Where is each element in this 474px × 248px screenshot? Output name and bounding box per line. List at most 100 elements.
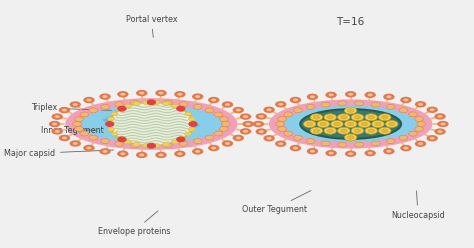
Circle shape <box>278 142 283 145</box>
Circle shape <box>70 101 81 108</box>
Circle shape <box>307 93 318 100</box>
Circle shape <box>313 129 319 132</box>
Polygon shape <box>326 121 351 130</box>
Circle shape <box>400 97 411 103</box>
Circle shape <box>276 122 284 126</box>
Circle shape <box>188 117 195 121</box>
Circle shape <box>320 122 327 126</box>
Circle shape <box>179 136 186 140</box>
Circle shape <box>143 100 150 104</box>
Polygon shape <box>152 118 187 130</box>
Circle shape <box>233 107 244 113</box>
Circle shape <box>310 127 323 134</box>
Polygon shape <box>350 118 386 130</box>
Circle shape <box>124 140 131 144</box>
Circle shape <box>345 121 357 127</box>
Circle shape <box>290 145 301 151</box>
Circle shape <box>256 123 261 125</box>
Circle shape <box>219 126 228 131</box>
Circle shape <box>382 116 388 119</box>
Circle shape <box>434 128 446 135</box>
Circle shape <box>386 139 395 144</box>
Circle shape <box>284 112 292 117</box>
Circle shape <box>222 101 233 108</box>
Circle shape <box>130 100 139 105</box>
Circle shape <box>409 112 418 117</box>
Circle shape <box>118 106 126 111</box>
Circle shape <box>55 115 60 118</box>
Circle shape <box>108 117 114 121</box>
Circle shape <box>415 141 426 147</box>
Circle shape <box>310 114 323 121</box>
Circle shape <box>243 115 248 118</box>
Circle shape <box>440 123 446 125</box>
Circle shape <box>143 144 150 148</box>
Circle shape <box>49 121 60 127</box>
Circle shape <box>100 139 109 144</box>
Text: Triplex: Triplex <box>31 103 111 113</box>
Circle shape <box>100 93 111 100</box>
Circle shape <box>386 95 392 98</box>
Circle shape <box>59 107 70 113</box>
Circle shape <box>59 135 70 141</box>
Circle shape <box>345 134 357 141</box>
Circle shape <box>155 152 167 158</box>
Polygon shape <box>304 116 338 127</box>
Circle shape <box>317 121 329 127</box>
Circle shape <box>338 101 346 106</box>
Text: Outer Tegument: Outer Tegument <box>242 191 311 214</box>
Circle shape <box>434 113 446 120</box>
Circle shape <box>341 116 347 119</box>
Circle shape <box>264 135 275 141</box>
Circle shape <box>383 148 394 155</box>
Polygon shape <box>366 121 397 131</box>
Circle shape <box>313 116 319 119</box>
Circle shape <box>417 122 426 126</box>
Circle shape <box>379 127 391 134</box>
Circle shape <box>73 142 78 145</box>
Circle shape <box>62 109 67 112</box>
Polygon shape <box>126 122 151 130</box>
Circle shape <box>399 108 408 113</box>
Circle shape <box>365 114 377 121</box>
Circle shape <box>86 147 91 150</box>
Circle shape <box>102 150 108 153</box>
Circle shape <box>438 115 443 118</box>
Circle shape <box>124 104 131 108</box>
Circle shape <box>195 95 201 98</box>
Circle shape <box>192 148 203 155</box>
Circle shape <box>147 100 155 104</box>
Circle shape <box>136 152 147 158</box>
Circle shape <box>136 90 147 96</box>
Circle shape <box>89 108 98 113</box>
Polygon shape <box>120 115 159 128</box>
Circle shape <box>174 91 186 97</box>
Circle shape <box>236 136 241 139</box>
Circle shape <box>211 147 216 150</box>
Polygon shape <box>146 124 182 135</box>
Circle shape <box>240 113 251 120</box>
Circle shape <box>306 104 315 109</box>
Circle shape <box>52 128 63 135</box>
Circle shape <box>208 145 219 151</box>
Circle shape <box>52 123 57 125</box>
Circle shape <box>326 92 337 98</box>
Circle shape <box>429 137 435 140</box>
Circle shape <box>345 107 357 114</box>
Circle shape <box>355 116 361 119</box>
Polygon shape <box>169 121 199 131</box>
Circle shape <box>100 148 111 155</box>
Circle shape <box>240 128 251 135</box>
Circle shape <box>259 130 264 133</box>
Circle shape <box>310 95 315 98</box>
Circle shape <box>253 121 264 127</box>
Circle shape <box>355 142 364 147</box>
Circle shape <box>208 97 219 103</box>
Polygon shape <box>112 122 143 132</box>
Circle shape <box>368 116 374 119</box>
Circle shape <box>348 93 353 96</box>
Circle shape <box>106 122 113 126</box>
Circle shape <box>348 152 353 155</box>
Polygon shape <box>316 111 355 123</box>
Circle shape <box>310 150 315 153</box>
